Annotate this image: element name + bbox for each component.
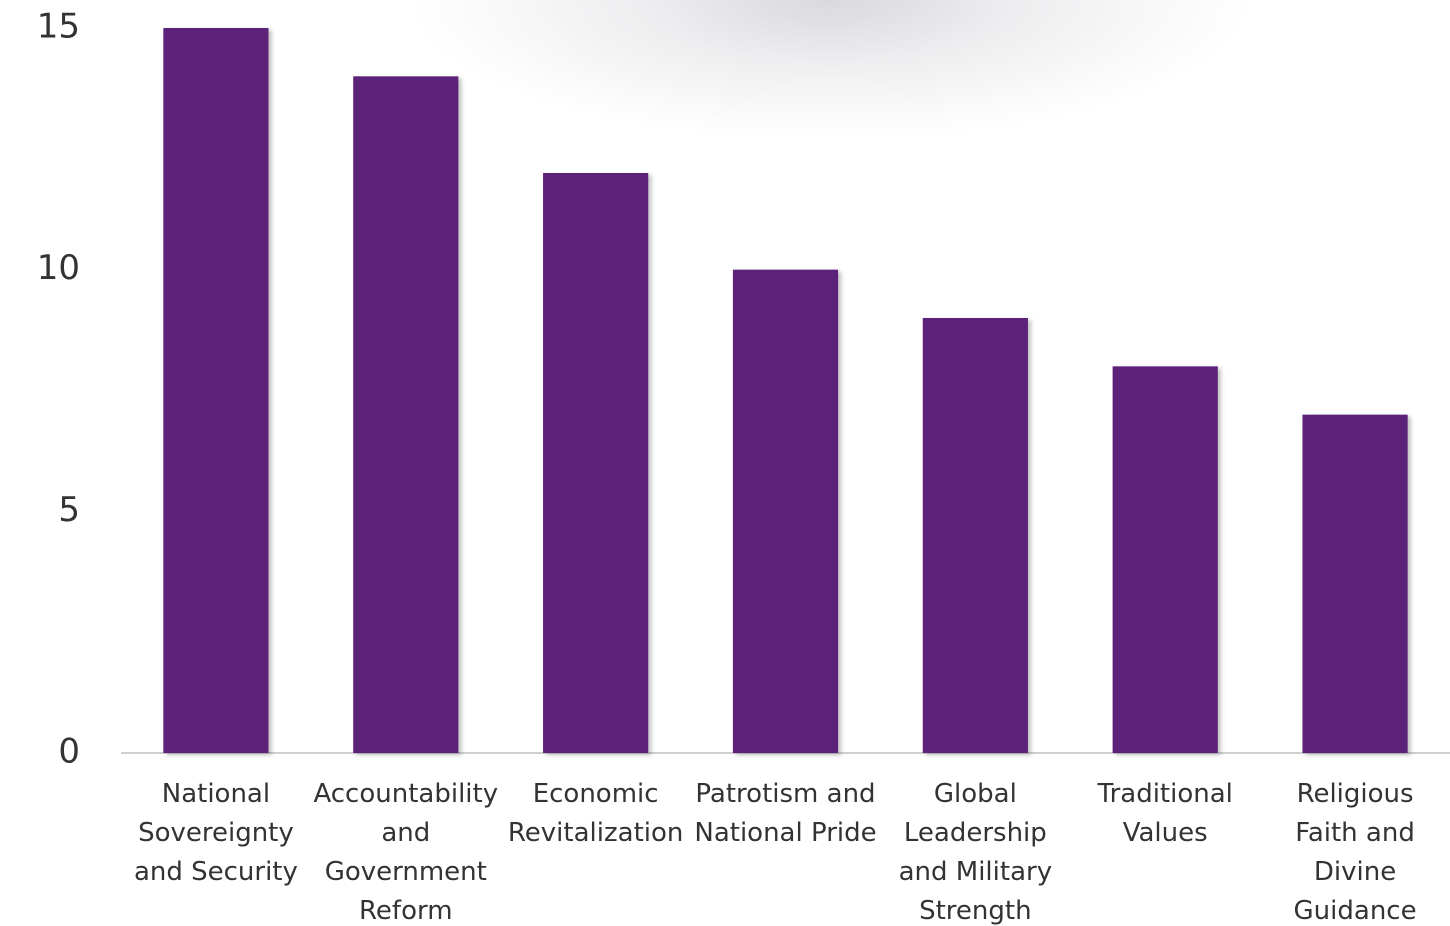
x-tick-label: Accountability and Government Reform [313, 779, 499, 926]
bar [1302, 414, 1408, 753]
bar [1112, 366, 1218, 753]
bar [922, 318, 1028, 753]
x-tick-label: Religious Faith and Divine Guidance [1293, 779, 1417, 926]
y-tick-label: 10 [37, 248, 80, 288]
y-tick-label: 5 [58, 490, 80, 530]
x-tick-label: Global Leadership and Military Strength [898, 779, 1053, 926]
y-tick-label: 0 [58, 732, 80, 772]
bar [353, 76, 459, 754]
x-tick-label: Economic Revitalization [507, 779, 684, 848]
bar [163, 28, 269, 753]
bar [732, 269, 839, 753]
bar [543, 173, 649, 753]
y-tick-label: 15 [37, 7, 80, 47]
x-tick-label: Traditional Values [1097, 779, 1233, 848]
x-tick-label: Patrotism and National Pride [694, 779, 877, 848]
x-tick-label: National Sovereignty and Security [133, 779, 298, 887]
